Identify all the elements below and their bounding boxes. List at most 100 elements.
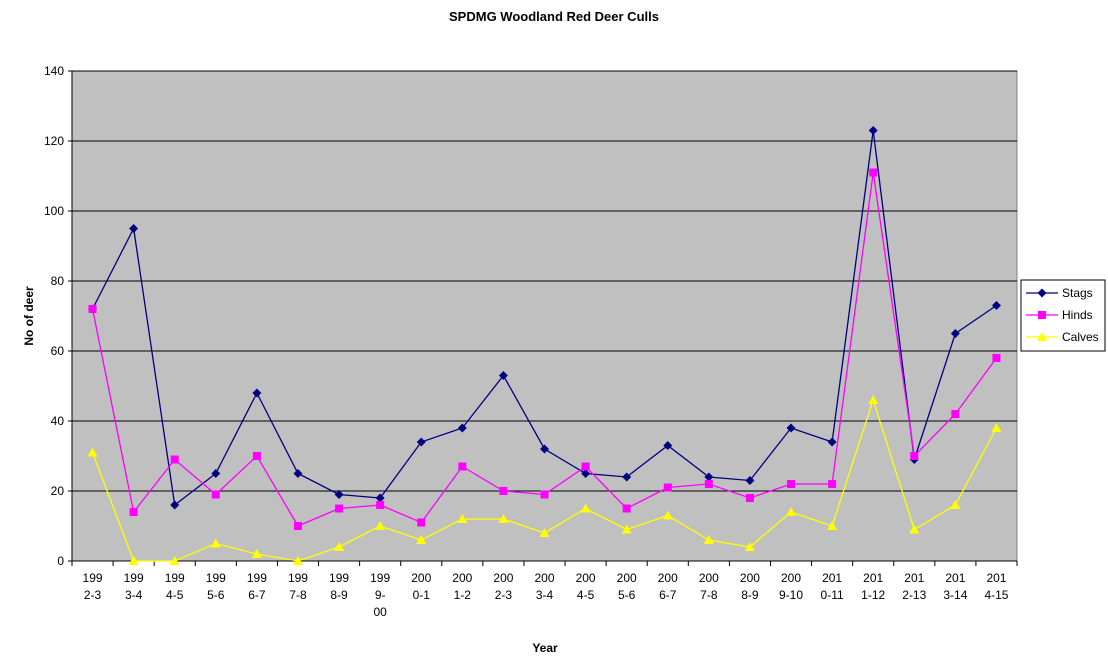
series-markers	[87, 126, 1002, 565]
point-hinds	[663, 483, 672, 492]
legend-marker-stags	[1037, 288, 1047, 298]
y-tick-label: 120	[44, 134, 64, 148]
y-tick-label: 140	[44, 64, 64, 78]
point-hinds	[170, 455, 179, 464]
chart-title: SPDMG Woodland Red Deer Culls	[449, 9, 659, 24]
point-stags	[211, 469, 221, 478]
x-tick-label: 200 4-5	[576, 571, 596, 602]
point-hinds	[499, 487, 508, 495]
x-tick-label: 199 8-9	[329, 571, 349, 602]
point-calves	[416, 535, 427, 544]
point-hinds	[293, 522, 302, 530]
point-hinds	[869, 168, 878, 177]
point-stags	[622, 472, 632, 482]
x-tick-label: 201 3-14	[943, 571, 967, 602]
point-calves	[498, 514, 509, 523]
point-calves	[703, 535, 714, 544]
point-hinds	[252, 452, 261, 460]
point-hinds	[581, 462, 590, 471]
point-stags	[745, 476, 755, 485]
x-tick-label: 199 9-00	[370, 571, 390, 619]
x-tick-label: 199 2-3	[83, 571, 103, 602]
x-tick-label: 200 9-10	[779, 571, 803, 602]
point-calves	[786, 507, 797, 516]
x-tick-label: 200 6-7	[658, 571, 678, 602]
point-stags	[950, 329, 960, 338]
x-tick-label: 201 2-13	[902, 571, 926, 602]
point-calves	[909, 524, 920, 534]
point-calves	[128, 556, 139, 565]
point-stags	[663, 441, 673, 450]
legend-marker-calves	[1037, 332, 1047, 341]
point-calves	[87, 447, 98, 457]
legend: Stags Hinds Calves	[1020, 279, 1106, 352]
point-hinds	[376, 501, 385, 509]
point-hinds	[417, 518, 426, 527]
point-stags	[170, 500, 180, 510]
point-hinds	[129, 508, 138, 516]
point-calves	[868, 395, 879, 404]
x-tick-label: 199 7-8	[288, 571, 308, 602]
point-calves	[539, 528, 550, 537]
point-hinds	[458, 462, 467, 471]
point-hinds	[704, 480, 713, 488]
point-calves	[457, 514, 468, 523]
point-hinds	[88, 305, 97, 313]
y-tick-label: 20	[51, 484, 65, 498]
y-tick-label: 0	[57, 554, 64, 568]
point-calves	[827, 521, 838, 530]
point-stags	[827, 437, 837, 447]
x-tick-label: 200 8-9	[740, 571, 760, 602]
point-stags	[252, 388, 262, 398]
point-stags	[334, 490, 344, 499]
point-stags	[786, 423, 796, 433]
point-calves	[950, 500, 961, 509]
point-hinds	[951, 410, 960, 418]
point-stags	[991, 301, 1001, 310]
legend-marker-hinds	[1038, 311, 1046, 319]
point-calves	[375, 521, 386, 530]
point-stags	[704, 472, 714, 482]
point-calves	[744, 542, 755, 551]
x-tick-label: 199 5-6	[206, 571, 226, 602]
point-hinds	[335, 504, 344, 513]
x-tick-label: 199 4-5	[165, 571, 185, 602]
point-calves	[292, 556, 303, 565]
x-axis: 199 2-3 199 3-4 199 4-5 199 5-6 199 6-7 199 7-8 199 8…	[71, 560, 1018, 619]
x-axis-title: Year	[532, 641, 558, 655]
point-hinds	[828, 480, 837, 488]
point-calves	[991, 423, 1002, 432]
point-stags	[375, 493, 385, 503]
y-axis: 0 20 40 60 80 100 120 140	[44, 64, 73, 568]
point-hinds	[787, 480, 796, 488]
point-calves	[621, 524, 632, 534]
x-tick-label: 201 1-12	[861, 571, 885, 602]
point-hinds	[622, 504, 631, 513]
x-tick-label: 200 3-4	[534, 571, 554, 602]
point-stags	[581, 469, 591, 478]
point-calves	[169, 556, 180, 565]
y-tick-label: 40	[51, 414, 65, 428]
x-tick-label: 199 3-4	[124, 571, 144, 602]
point-stags	[498, 371, 508, 380]
y-tick-label: 80	[51, 274, 65, 288]
point-calves	[580, 503, 591, 513]
plot-area	[71, 70, 1018, 562]
gridlines	[72, 70, 1017, 492]
point-calves	[662, 510, 673, 520]
legend-label-hinds: Hinds	[1062, 308, 1093, 322]
x-tick-label: 200 0-1	[411, 571, 431, 602]
point-hinds	[540, 490, 549, 499]
point-calves	[251, 549, 262, 558]
point-hinds	[992, 354, 1001, 362]
point-stags	[129, 224, 139, 233]
point-stags	[540, 444, 549, 454]
legend-label-stags: Stags	[1062, 286, 1093, 300]
x-tick-label: 200 1-2	[452, 571, 472, 602]
point-hinds	[910, 452, 919, 460]
x-tick-label: 200 2-3	[493, 571, 513, 602]
point-hinds	[211, 490, 220, 499]
x-tick-label: 199 6-7	[247, 571, 267, 602]
point-hinds	[745, 494, 754, 502]
